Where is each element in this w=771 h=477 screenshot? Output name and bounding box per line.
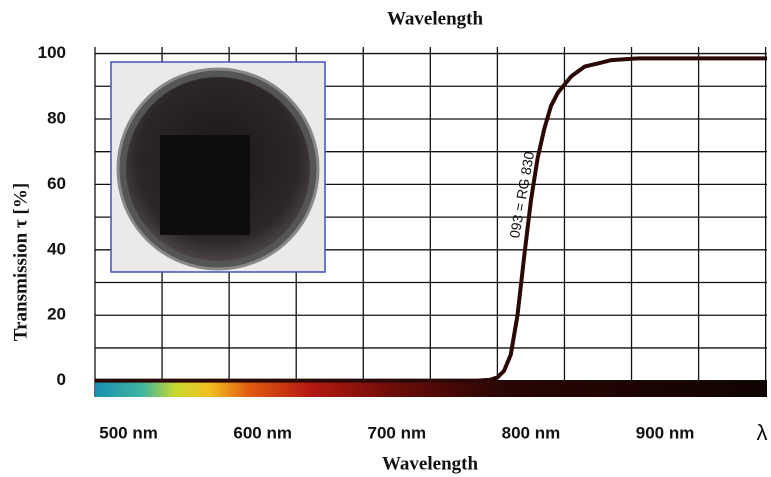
y-tick-label: 0 — [57, 370, 66, 389]
x-axis-label: Wavelength — [382, 453, 478, 474]
x-tick-label: 700 nm — [367, 423, 426, 442]
x-tick-label: 800 nm — [502, 423, 561, 442]
y-tick-label: 20 — [47, 305, 66, 324]
spectrum-bar — [95, 381, 767, 397]
chart-title: Wavelength — [387, 8, 483, 29]
x-tick-label: 900 nm — [636, 423, 695, 442]
y-tick-label: 40 — [47, 239, 66, 258]
y-tick-label: 80 — [47, 108, 66, 127]
x-tick-label: 500 nm — [99, 423, 158, 442]
chart: Wavelength Wavelength Transmission τ [%]… — [0, 0, 771, 477]
filter-photo — [111, 62, 325, 272]
x-tick-label: 600 nm — [233, 423, 292, 442]
y-tick-label: 60 — [47, 174, 66, 193]
y-tick-label: 100 — [38, 43, 66, 62]
y-axis-label: Transmission τ [%] — [10, 183, 31, 341]
lambda-symbol: λ — [757, 420, 768, 445]
